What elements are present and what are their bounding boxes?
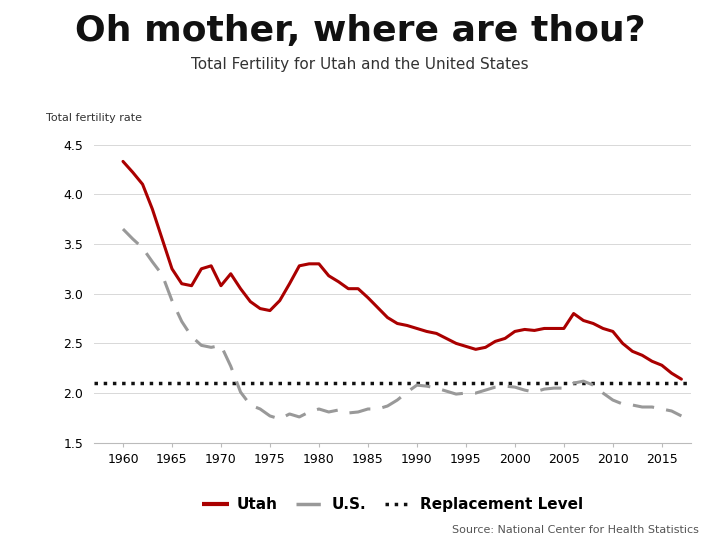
- Text: Total fertility rate: Total fertility rate: [46, 113, 142, 123]
- Text: Oh mother, where are thou?: Oh mother, where are thou?: [75, 14, 645, 48]
- Text: Total Fertility for Utah and the United States: Total Fertility for Utah and the United …: [192, 57, 528, 72]
- Text: Source: National Center for Health Statistics: Source: National Center for Health Stati…: [451, 524, 698, 535]
- Legend: Utah, U.S., Replacement Level: Utah, U.S., Replacement Level: [196, 491, 589, 518]
